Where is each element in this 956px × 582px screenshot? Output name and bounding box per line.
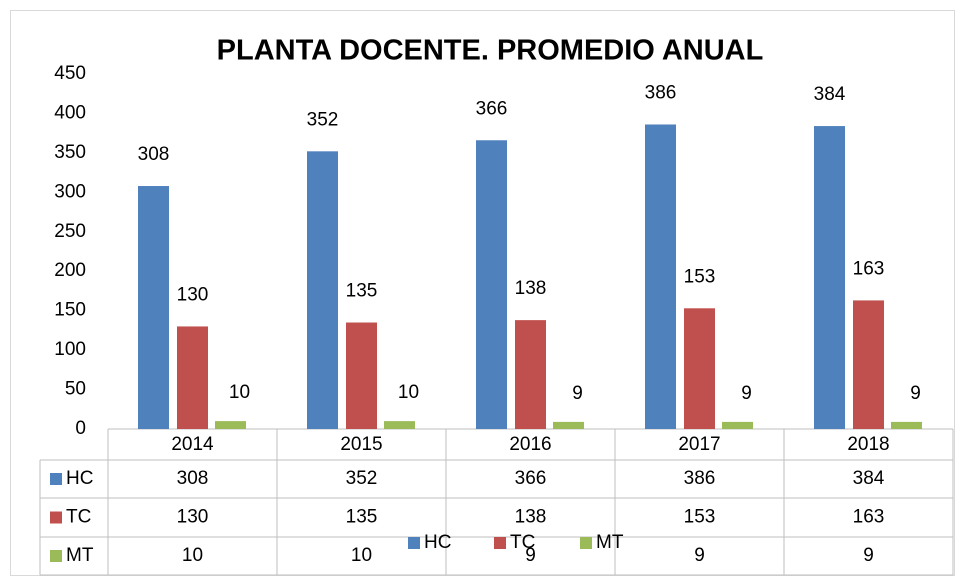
bar (384, 421, 415, 429)
bar (346, 322, 377, 429)
data-label: 9 (910, 383, 921, 404)
table-cell: 386 (684, 468, 716, 489)
table-cell: 352 (346, 468, 378, 489)
chart-title: PLANTA DOCENTE. PROMEDIO ANUAL (217, 35, 764, 67)
bar (177, 326, 208, 429)
data-label: 386 (645, 83, 677, 104)
table-cell: 153 (684, 507, 716, 528)
table-cell: 308 (177, 468, 209, 489)
bar (307, 151, 338, 430)
data-label: 366 (476, 98, 508, 119)
table-cell: 130 (177, 507, 209, 528)
legend-swatch (50, 550, 62, 562)
x-tick-label: 2015 (340, 434, 382, 455)
table-cell: 384 (853, 468, 885, 489)
data-label: 138 (515, 278, 547, 299)
y-tick-label: 50 (65, 379, 86, 400)
legend-swatch (494, 537, 506, 549)
legend-swatch (50, 511, 62, 524)
legend-swatch (580, 537, 592, 549)
legend-label: TC (510, 532, 535, 553)
table-cell: 9 (525, 545, 536, 566)
bar (553, 421, 584, 429)
data-label: 10 (398, 382, 419, 403)
legend-swatch (50, 473, 62, 485)
bar (215, 421, 246, 429)
bar (853, 300, 884, 429)
bar (814, 126, 845, 430)
y-tick-label: 250 (54, 221, 86, 242)
table-cell: 366 (515, 468, 547, 489)
data-label: 10 (229, 382, 250, 403)
bar (891, 421, 922, 429)
bar (645, 124, 676, 429)
data-label: 163 (853, 258, 885, 279)
legend-swatch (408, 537, 420, 549)
table-cell: 10 (182, 545, 203, 566)
table-cell: 138 (515, 507, 547, 528)
x-tick-label: 2018 (847, 434, 889, 455)
x-tick-label: 2017 (678, 434, 720, 455)
y-tick-label: 400 (54, 102, 86, 123)
bar (684, 308, 715, 429)
y-tick-label: 0 (75, 418, 86, 439)
table-cell: 135 (346, 507, 378, 528)
table-row-label: HC (66, 468, 93, 489)
table-cell: 10 (351, 545, 372, 566)
data-label: 135 (346, 281, 378, 302)
table-cell: 163 (853, 507, 885, 528)
table-cell: 9 (694, 545, 705, 566)
data-label: 352 (307, 109, 339, 130)
y-tick-label: 300 (54, 181, 86, 202)
y-tick-label: 200 (54, 260, 86, 281)
bar (722, 421, 753, 429)
y-tick-label: 350 (54, 142, 86, 163)
y-tick-label: 100 (54, 339, 86, 360)
bar (138, 186, 169, 429)
x-tick-label: 2016 (509, 434, 551, 455)
y-tick-label: 450 (54, 63, 86, 84)
bar (515, 320, 546, 429)
y-tick-label: 150 (54, 300, 86, 321)
legend-label: MT (596, 532, 624, 553)
table-row-label: TC (66, 507, 91, 528)
data-label: 308 (138, 144, 170, 165)
table-cell: 9 (863, 545, 874, 566)
data-label: 9 (741, 383, 752, 404)
bar (476, 140, 507, 429)
legend-label: HC (424, 532, 451, 553)
data-label: 9 (572, 383, 583, 404)
x-tick-label: 2014 (171, 434, 214, 455)
data-label: 130 (177, 284, 209, 305)
data-label: 153 (684, 266, 716, 287)
data-label: 384 (814, 84, 846, 105)
table-row-label: MT (66, 545, 94, 566)
